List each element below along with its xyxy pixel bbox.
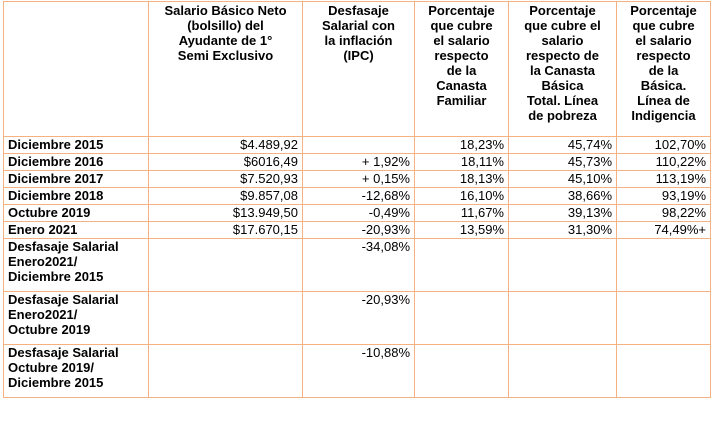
indigencia-cell: 102,70% (616, 136, 711, 154)
header-linea-indigencia: Porcentaje que cubre el salario respecto… (616, 1, 711, 137)
desfasaje-cell (302, 136, 415, 154)
table-row: Enero 2021 $17.670,15 -20,93% 13,59% 31,… (3, 221, 711, 239)
table-row: Diciembre 2015 $4.489,92 18,23% 45,74% 1… (3, 136, 711, 154)
pobreza-cell: 45,73% (508, 153, 617, 171)
row-label: Diciembre 2015 (3, 136, 149, 154)
empty-cell (508, 291, 617, 345)
empty-cell (414, 291, 509, 345)
indigencia-cell: 113,19% (616, 170, 711, 188)
salario-cell: $6016,49 (148, 153, 303, 171)
familiar-cell: 16,10% (414, 187, 509, 205)
row-label: Octubre 2019 (3, 204, 149, 222)
desfasaje-cell: -12,68% (302, 187, 415, 205)
header-salario: Salario Básico Neto (bolsillo) del Ayuda… (148, 1, 303, 137)
pobreza-cell: 31,30% (508, 221, 617, 239)
empty-cell (148, 238, 303, 292)
empty-cell (508, 344, 617, 398)
row-label: Diciembre 2018 (3, 187, 149, 205)
familiar-cell: 18,23% (414, 136, 509, 154)
pobreza-cell: 38,66% (508, 187, 617, 205)
header-canasta-familiar: Porcentaje que cubre el salario respecto… (414, 1, 509, 137)
indigencia-cell: 98,22% (616, 204, 711, 222)
empty-cell (414, 344, 509, 398)
pobreza-cell: 39,13% (508, 204, 617, 222)
salario-cell: $7.520,93 (148, 170, 303, 188)
header-desfasaje: Desfasaje Salarial con la inflación (IPC… (302, 1, 415, 137)
row-label: Diciembre 2016 (3, 153, 149, 171)
desfasaje-cell: + 0,15% (302, 170, 415, 188)
salario-cell: $9.857,08 (148, 187, 303, 205)
familiar-cell: 18,13% (414, 170, 509, 188)
desfasaje-cell: + 1,92% (302, 153, 415, 171)
indigencia-cell: 110,22% (616, 153, 711, 171)
empty-cell (414, 238, 509, 292)
table-row: Diciembre 2017 $7.520,93 + 0,15% 18,13% … (3, 170, 711, 188)
indigencia-cell: 74,49%+ (616, 221, 711, 239)
summary-label: Desfasaje Salarial Octubre 2019/ Diciemb… (3, 344, 149, 398)
summary-row: Desfasaje Salarial Octubre 2019/ Diciemb… (3, 344, 711, 398)
desfasaje-cell: -20,93% (302, 221, 415, 239)
header-row: Salario Básico Neto (bolsillo) del Ayuda… (3, 1, 711, 137)
familiar-cell: 11,67% (414, 204, 509, 222)
header-linea-pobreza: Porcentaje que cubre el salario respecto… (508, 1, 617, 137)
pobreza-cell: 45,74% (508, 136, 617, 154)
empty-cell (616, 238, 711, 292)
table-row: Diciembre 2016 $6016,49 + 1,92% 18,11% 4… (3, 153, 711, 171)
empty-cell (148, 291, 303, 345)
familiar-cell: 13,59% (414, 221, 509, 239)
empty-cell (616, 344, 711, 398)
table-row: Diciembre 2018 $9.857,08 -12,68% 16,10% … (3, 187, 711, 205)
summary-desfasaje-cell: -34,08% (302, 238, 415, 292)
summary-row: Desfasaje Salarial Enero2021/ Diciembre … (3, 238, 711, 292)
pobreza-cell: 45,10% (508, 170, 617, 188)
salary-table: Salario Básico Neto (bolsillo) del Ayuda… (3, 1, 711, 398)
empty-cell (508, 238, 617, 292)
indigencia-cell: 93,19% (616, 187, 711, 205)
salario-cell: $4.489,92 (148, 136, 303, 154)
empty-cell (148, 344, 303, 398)
table-row: Octubre 2019 $13.949,50 -0,49% 11,67% 39… (3, 204, 711, 222)
desfasaje-cell: -0,49% (302, 204, 415, 222)
summary-desfasaje-cell: -20,93% (302, 291, 415, 345)
salario-cell: $13.949,50 (148, 204, 303, 222)
empty-cell (616, 291, 711, 345)
summary-label: Desfasaje Salarial Enero2021/ Octubre 20… (3, 291, 149, 345)
row-label: Enero 2021 (3, 221, 149, 239)
header-period (3, 1, 149, 137)
familiar-cell: 18,11% (414, 153, 509, 171)
summary-desfasaje-cell: -10,88% (302, 344, 415, 398)
summary-label: Desfasaje Salarial Enero2021/ Diciembre … (3, 238, 149, 292)
row-label: Diciembre 2017 (3, 170, 149, 188)
salario-cell: $17.670,15 (148, 221, 303, 239)
summary-row: Desfasaje Salarial Enero2021/ Octubre 20… (3, 291, 711, 345)
